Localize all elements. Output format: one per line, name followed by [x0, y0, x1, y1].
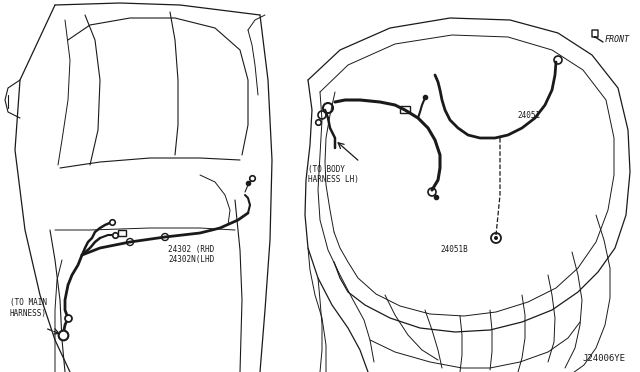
Text: (TO BODY
HARNESS LH): (TO BODY HARNESS LH) [308, 165, 359, 185]
Circle shape [494, 236, 498, 240]
Text: J24006YE: J24006YE [582, 354, 625, 363]
Text: 24302 (RHD
24302N(LHD: 24302 (RHD 24302N(LHD [168, 245, 214, 264]
Text: 24051B: 24051B [440, 245, 468, 254]
Text: (TO MAIN
HARNESS): (TO MAIN HARNESS) [10, 298, 47, 318]
Text: FRONT: FRONT [605, 35, 630, 44]
Bar [118, 230, 126, 236]
Bar [400, 106, 410, 113]
Text: 24051: 24051 [517, 111, 540, 120]
